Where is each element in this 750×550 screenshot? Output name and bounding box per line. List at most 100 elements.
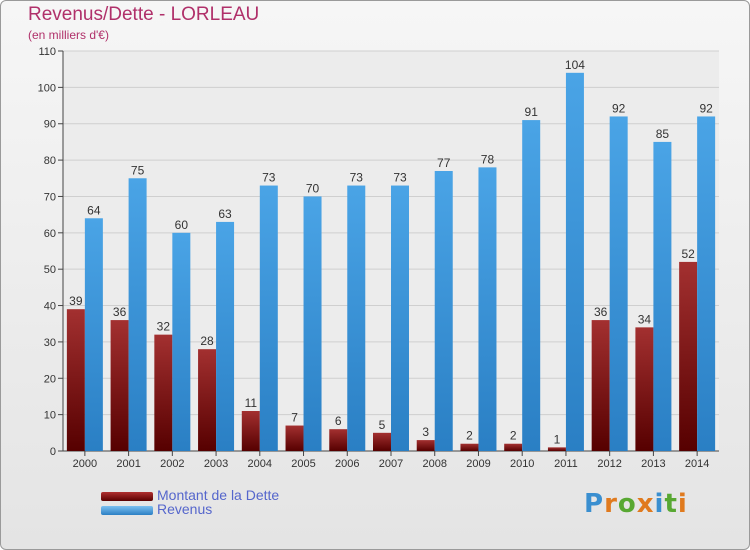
y-tick-label: 70 — [44, 191, 56, 203]
data-label-revenue: 85 — [656, 127, 670, 141]
bar-debt — [416, 440, 435, 451]
logo-letter: t — [664, 489, 678, 519]
data-label-debt: 32 — [157, 320, 171, 334]
bar-debt — [329, 429, 348, 451]
y-tick-label: 110 — [38, 46, 56, 58]
y-tick-label: 80 — [44, 155, 56, 167]
bar-debt — [285, 425, 304, 451]
data-label-revenue: 91 — [525, 105, 539, 119]
logo-letter: i — [677, 489, 688, 519]
legend-label-debt: Montant de la Dette — [157, 487, 280, 503]
chart-title: Revenus/Dette - LORLEAU — [28, 4, 260, 25]
data-label-revenue: 77 — [437, 156, 451, 170]
y-tick-label: 10 — [44, 410, 56, 422]
y-tick-label: 90 — [44, 119, 56, 131]
data-label-revenue: 104 — [565, 58, 585, 72]
x-tick-label: 2003 — [204, 458, 228, 470]
data-label-revenue: 60 — [175, 218, 189, 232]
data-label-debt: 39 — [69, 294, 83, 308]
logo-letter: i — [654, 489, 665, 519]
logo-letter: x — [636, 489, 655, 519]
x-tick-label: 2008 — [422, 458, 446, 470]
data-label-debt: 36 — [113, 305, 127, 319]
y-tick-label: 100 — [38, 82, 56, 94]
bar-debt — [154, 334, 173, 451]
bar-debt — [241, 411, 260, 451]
x-tick-label: 2005 — [291, 458, 315, 470]
y-tick-label: 20 — [44, 373, 56, 385]
data-label-debt: 3 — [422, 425, 429, 439]
bar-revenue — [565, 72, 584, 452]
data-label-debt: 7 — [291, 411, 298, 425]
data-label-debt: 52 — [681, 247, 695, 261]
x-tick-label: 2014 — [685, 458, 709, 470]
data-label-revenue: 73 — [350, 171, 364, 185]
x-tick-label: 2000 — [73, 458, 97, 470]
x-tick-label: 2002 — [160, 458, 184, 470]
logo-letter: P — [584, 489, 605, 519]
bar-debt — [373, 432, 391, 451]
x-tick-label: 2011 — [554, 458, 578, 470]
bar-debt — [547, 447, 566, 451]
data-label-debt: 28 — [200, 334, 214, 348]
bar-revenue — [84, 218, 103, 451]
proxiti-logo: Proxiti — [584, 489, 688, 519]
data-label-revenue: 73 — [262, 171, 276, 185]
data-label-revenue: 73 — [393, 171, 407, 185]
legend-swatch-debt — [101, 492, 153, 501]
bar-revenue — [216, 221, 235, 451]
bar-revenue — [653, 141, 672, 451]
bar-debt — [635, 327, 654, 451]
bar-revenue — [609, 116, 628, 452]
bar-revenue — [697, 116, 716, 452]
legend-swatch-revenue — [101, 506, 153, 515]
data-label-debt: 2 — [466, 429, 473, 443]
bar-revenue — [347, 185, 366, 451]
logo-letter: r — [604, 489, 618, 519]
data-label-revenue: 92 — [699, 101, 713, 115]
data-label-debt: 2 — [510, 429, 517, 443]
bar-revenue — [259, 185, 278, 451]
bar-debt — [504, 443, 523, 451]
logo-letter: o — [617, 489, 637, 519]
x-tick-label: 2009 — [466, 458, 490, 470]
y-tick-label: 60 — [44, 228, 56, 240]
data-label-revenue: 70 — [306, 181, 320, 195]
bar-debt — [679, 261, 698, 451]
bar-debt — [460, 443, 479, 451]
bar-debt — [110, 320, 129, 451]
data-label-revenue: 92 — [612, 101, 626, 115]
x-tick-label: 2012 — [597, 458, 621, 470]
data-label-revenue: 75 — [131, 163, 145, 177]
bar-revenue — [303, 196, 322, 451]
data-label-debt: 34 — [638, 312, 652, 326]
data-label-debt: 5 — [379, 418, 386, 432]
bar-revenue — [478, 167, 497, 451]
bar-revenue — [391, 185, 409, 451]
bar-debt — [198, 349, 217, 451]
chart-subtitle: (en milliers d'€) — [28, 28, 109, 42]
x-tick-label: 2004 — [248, 458, 272, 470]
bar-revenue — [522, 120, 541, 451]
data-label-debt: 6 — [335, 414, 342, 428]
x-tick-label: 2001 — [116, 458, 140, 470]
bar-revenue — [172, 232, 191, 451]
y-tick-label: 30 — [44, 337, 56, 349]
x-tick-label: 2006 — [335, 458, 359, 470]
data-label-revenue: 64 — [87, 203, 101, 217]
y-tick-label: 0 — [50, 446, 56, 458]
data-label-debt: 36 — [594, 305, 608, 319]
bar-revenue — [434, 171, 453, 451]
x-tick-label: 2013 — [641, 458, 665, 470]
bar-debt — [591, 320, 610, 451]
bar-debt — [66, 309, 85, 451]
x-tick-label: 2010 — [510, 458, 534, 470]
legend-label-revenue: Revenus — [157, 501, 213, 517]
data-label-debt: 1 — [554, 432, 561, 446]
data-label-revenue: 63 — [218, 207, 232, 221]
x-tick-label: 2007 — [379, 458, 403, 470]
bar-revenue — [128, 178, 147, 452]
y-tick-label: 50 — [44, 264, 56, 276]
